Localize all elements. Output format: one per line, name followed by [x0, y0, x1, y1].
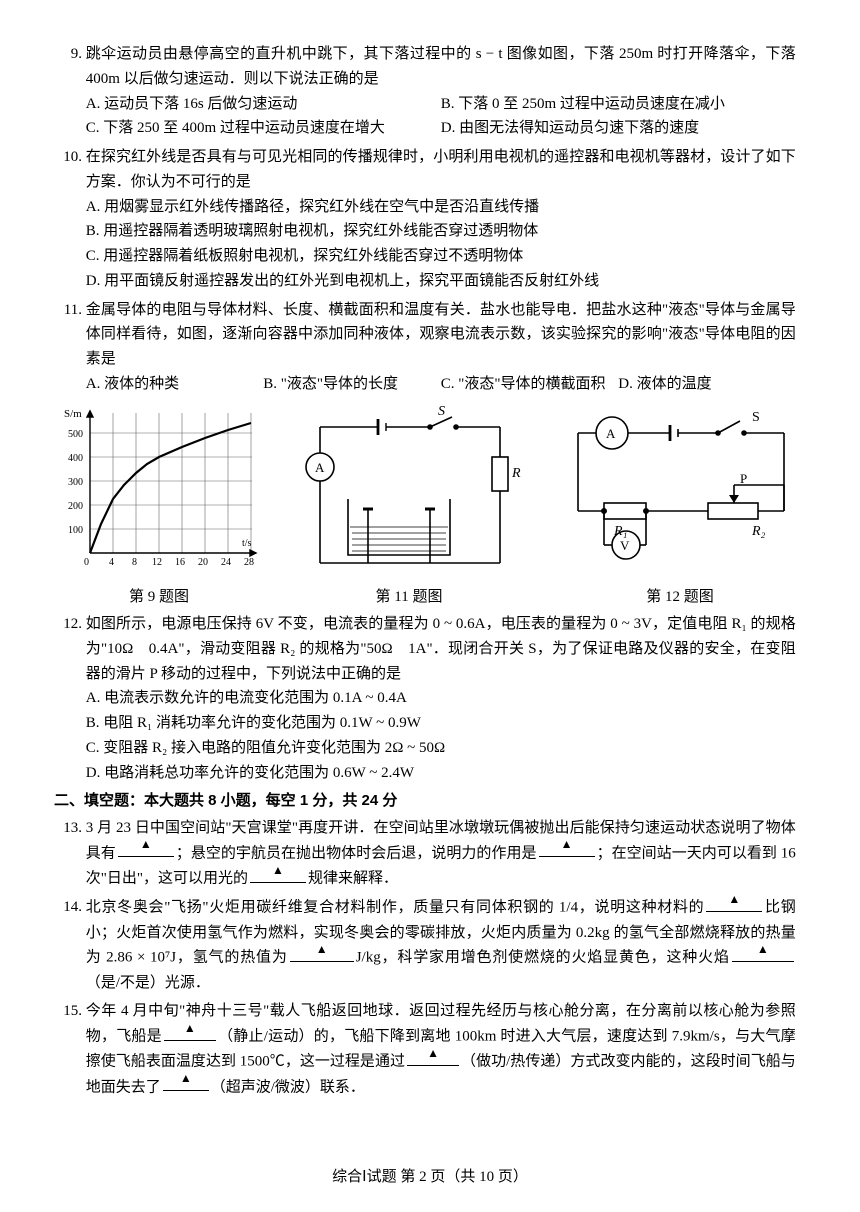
svg-text:4: 4	[109, 557, 114, 568]
fig12-ammeter-label: A	[606, 426, 616, 441]
q14-number: 14.	[54, 895, 82, 920]
q12-optA: A. 电流表示数允许的电流变化范围为 0.1A ~ 0.4A	[86, 686, 796, 711]
q12-optB: B. 电阻 R₁ 消耗功率允许的变化范围为 0.1W ~ 0.9W	[86, 711, 796, 736]
fig12-r1-label: R₁	[613, 524, 627, 539]
q10-optA: A. 用烟雾显示红外线传播路径，探究红外线在空气中是否沿直线传播	[86, 195, 796, 220]
q14-blank3	[732, 945, 794, 962]
fig11-switch-label: S	[438, 404, 445, 419]
q14-blank2	[290, 945, 354, 962]
q9-text: 跳伞运动员由悬停高空的直升机中跳下，其下落过程中的 s − t 图像如图，下落 …	[86, 46, 796, 87]
q11-optD: D. 液体的温度	[618, 372, 796, 397]
q9-options-row1: A. 运动员下落 16s 后做匀速运动 B. 下落 0 至 250m 过程中运动…	[86, 92, 796, 117]
svg-text:300: 300	[68, 477, 83, 488]
question-10: 10. 在探究红外线是否具有与可见光相同的传播规律时，小明利用电视机的遥控器和电…	[56, 145, 804, 294]
q15-body: 今年 4 月中旬"神舟十三号"载人飞船返回地球．返回过程先经历与核心舱分离，在分…	[86, 999, 796, 1100]
page-footer: 综合Ⅰ试题 第 2 页（共 10 页）	[0, 1165, 860, 1190]
fig11-caption: 第 11 题图	[290, 585, 528, 610]
q14-body: 北京冬奥会"飞扬"火炬用碳纤维复合材料制作，质量只有同体积钢的 1/4，说明这种…	[86, 895, 796, 995]
svg-text:S/m: S/m	[64, 408, 82, 420]
fig12-slider-label: P	[740, 471, 747, 486]
question-9: 9. 跳伞运动员由悬停高空的直升机中跳下，其下落过程中的 s − t 图像如图，…	[56, 42, 804, 141]
q14-p3: J/kg，科学家用增色剂使燃烧的火焰显黄色，这种火焰	[356, 950, 730, 966]
q11-options: A. 液体的种类 B. "液态"导体的长度 C. "液态"导体的横截面积 D. …	[86, 372, 796, 397]
q12-optD: D. 电路消耗总功率允许的变化范围为 0.6W ~ 2.4W	[86, 761, 796, 786]
q10-optB: B. 用遥控器隔着透明玻璃照射电视机，探究红外线能否穿过透明物体	[86, 219, 796, 244]
fig12-r2-label: R₂	[751, 524, 766, 539]
q9-optC: C. 下落 250 至 400m 过程中运动员速度在增大	[86, 116, 441, 141]
question-11: 11. 金属导体的电阻与导体材料、长度、横截面积和温度有关．盐水也能导电．把盐水…	[56, 298, 804, 397]
fig12-switch-label: S	[752, 410, 760, 425]
q11-optB: B. "液态"导体的长度	[263, 372, 441, 397]
q13-p4: 规律来解释．	[308, 871, 398, 887]
question-13: 13. 3 月 23 日中国空间站"天宫课堂"再度开讲．在空间站里冰墩墩玩偶被抛…	[56, 816, 804, 891]
fig12-voltmeter-label: V	[620, 538, 630, 553]
q9-optA: A. 运动员下落 16s 后做匀速运动	[86, 92, 441, 117]
q13-blank1	[118, 841, 174, 858]
svg-text:200: 200	[68, 501, 83, 512]
svg-text:400: 400	[68, 453, 83, 464]
q12-optC: C. 变阻器 R₂ 接入电路的阻值允许变化范围为 2Ω ~ 50Ω	[86, 736, 796, 761]
q15-blank3	[163, 1075, 209, 1092]
q11-number: 11.	[54, 298, 82, 323]
fig9-chart: S/m 500 400 300 200 100 0 4 8 12 16 20 2…	[56, 403, 262, 575]
svg-text:t/s: t/s	[242, 538, 252, 549]
q12-number: 12.	[54, 612, 82, 637]
q13-p2: ；悬空的宇航员在抛出物体时会后退，说明力的作用是	[176, 845, 537, 861]
svg-text:28: 28	[244, 557, 254, 568]
q15-p4: （超声波/微波）联系．	[211, 1079, 365, 1095]
q11-optA: A. 液体的种类	[86, 372, 264, 397]
q14-blank1	[706, 895, 762, 912]
svg-text:24: 24	[221, 557, 231, 568]
fig11-resistor-label: R	[511, 466, 521, 481]
q10-optD: D. 用平面镜反射遥控器发出的红外光到电视机上，探究平面镜能否反射红外线	[86, 269, 796, 294]
svg-text:100: 100	[68, 525, 83, 536]
svg-text:20: 20	[198, 557, 208, 568]
figure-9: S/m 500 400 300 200 100 0 4 8 12 16 20 2…	[56, 403, 262, 611]
question-12: 12. 如图所示，电源电压保持 6V 不变，电流表的量程为 0 ~ 0.6A，电…	[56, 612, 804, 785]
fig9-caption: 第 9 题图	[56, 585, 262, 610]
question-15: 15. 今年 4 月中旬"神舟十三号"载人飞船返回地球．返回过程先经历与核心舱分…	[56, 999, 804, 1100]
q10-optC: C. 用遥控器隔着纸板照射电视机，探究红外线能否穿过不透明物体	[86, 244, 796, 269]
svg-text:12: 12	[152, 557, 162, 568]
q13-number: 13.	[54, 816, 82, 841]
fig12-caption: 第 12 题图	[556, 585, 804, 610]
q10-text: 在探究红外线是否具有与可见光相同的传播规律时，小明利用电视机的遥控器和电视机等器…	[86, 149, 796, 190]
svg-text:16: 16	[175, 557, 185, 568]
q9-number: 9.	[54, 42, 82, 67]
q15-blank2	[407, 1049, 459, 1066]
q12-body: 如图所示，电源电压保持 6V 不变，电流表的量程为 0 ~ 0.6A，电压表的量…	[86, 612, 796, 785]
q12-text: 如图所示，电源电压保持 6V 不变，电流表的量程为 0 ~ 0.6A，电压表的量…	[86, 616, 796, 682]
svg-text:500: 500	[68, 429, 83, 440]
q9-options-row2: C. 下落 250 至 400m 过程中运动员速度在增大 D. 由图无法得知运动…	[86, 116, 796, 141]
q15-blank1	[164, 1024, 216, 1041]
q10-number: 10.	[54, 145, 82, 170]
figures-row: S/m 500 400 300 200 100 0 4 8 12 16 20 2…	[56, 403, 804, 611]
fig12-circuit: A V S R₁ R₂ P	[556, 403, 804, 575]
section-2-header: 二、填空题：本大题共 8 小题，每空 1 分，共 24 分	[54, 789, 804, 814]
q10-body: 在探究红外线是否具有与可见光相同的传播规律时，小明利用电视机的遥控器和电视机等器…	[86, 145, 796, 294]
q14-p4: （是/不是）光源．	[86, 975, 210, 991]
q9-body: 跳伞运动员由悬停高空的直升机中跳下，其下落过程中的 s − t 图像如图，下落 …	[86, 42, 796, 141]
svg-text:0: 0	[84, 557, 89, 568]
q11-text: 金属导体的电阻与导体材料、长度、横截面积和温度有关．盐水也能导电．把盐水这种"液…	[86, 302, 796, 368]
fig11-ammeter-label: A	[315, 460, 325, 475]
q13-body: 3 月 23 日中国空间站"天宫课堂"再度开讲．在空间站里冰墩墩玩偶被抛出后能保…	[86, 816, 796, 891]
q11-body: 金属导体的电阻与导体材料、长度、横截面积和温度有关．盐水也能导电．把盐水这种"液…	[86, 298, 796, 397]
q11-optC: C. "液态"导体的横截面积	[441, 372, 619, 397]
q15-number: 15.	[54, 999, 82, 1024]
figure-12: A V S R₁ R₂ P 第 12 题图	[556, 403, 804, 611]
q9-optB: B. 下落 0 至 250m 过程中运动员速度在减小	[441, 92, 725, 117]
q14-p1: 北京冬奥会"飞扬"火炬用碳纤维复合材料制作，质量只有同体积钢的 1/4，说明这种…	[86, 900, 705, 916]
q9-optD: D. 由图无法得知运动员匀速下落的速度	[441, 116, 699, 141]
svg-text:8: 8	[132, 557, 137, 568]
question-14: 14. 北京冬奥会"飞扬"火炬用碳纤维复合材料制作，质量只有同体积钢的 1/4，…	[56, 895, 804, 995]
figure-11: A S R 第 11 题图	[290, 403, 528, 611]
q13-blank3	[250, 866, 306, 883]
fig11-circuit: A S R	[290, 403, 528, 575]
q13-blank2	[539, 841, 595, 858]
